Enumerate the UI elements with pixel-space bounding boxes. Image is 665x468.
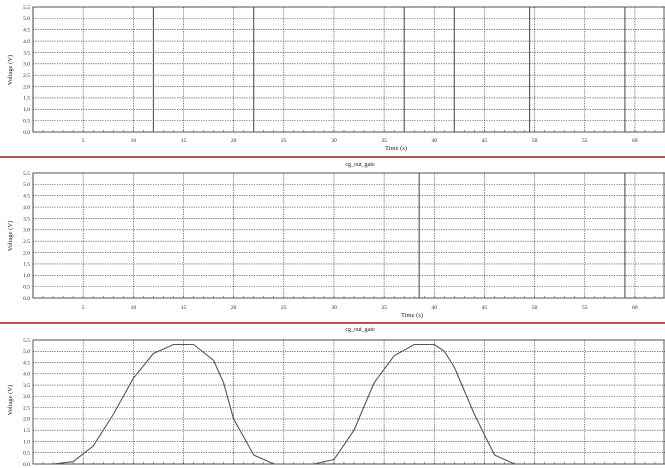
x-tick-label: 35 [381,138,387,144]
y-tick-label: 3.0 [23,228,30,234]
y-tick-label: 1.5 [23,428,30,434]
y-tick-label: 2.5 [23,239,30,245]
x-tick-label: 15 [181,138,187,144]
y-tick-label: 3.0 [23,394,30,400]
voltage-trace [32,172,665,299]
y-tick-label: 3.5 [23,216,30,222]
y-tick-label: 1.5 [23,262,30,268]
y-tick-label: 2.0 [23,84,30,90]
y-tick-label: 5.5 [23,338,30,344]
x-tick-label: 50 [532,138,538,144]
y-tick-label: 1.0 [23,273,30,279]
voltage-trace [32,6,665,133]
y-tick-label: 1.0 [23,439,30,445]
y-tick-label: 5.5 [23,5,30,11]
x-tick-label: 35 [381,305,387,311]
x-tick-label: 55 [582,305,588,311]
y-tick-label: 4.0 [23,39,30,45]
x-tick-label: 10 [131,138,137,144]
y-tick-label: 1.0 [23,107,30,113]
y-axis-label: Voltage (V) [7,385,14,415]
y-tick-label: 5.0 [23,349,30,355]
y-tick-label: 4.5 [23,360,30,366]
plot-frame [32,339,665,465]
x-axis-label: Time (s) [401,312,423,319]
voltage-plot-2: cg_out_gate Voltage (V) Time (s) 0.0 0.5 1… [7,162,665,319]
x-tick-label: 5 [82,305,85,311]
y-axis-label: Voltage (V) [7,221,14,251]
y-tick-label: 2.0 [23,417,30,423]
x-tick-label: 30 [331,305,337,311]
x-tick-label: 15 [181,305,187,311]
x-tick-label: 60 [632,138,638,144]
x-tick-label: 25 [281,138,287,144]
x-tick-label: 25 [281,305,287,311]
x-tick-label: 30 [331,138,337,144]
y-tick-label: 0.5 [23,118,30,124]
plot-frame [32,172,665,299]
x-tick-label: 60 [632,305,638,311]
y-tick-label: 1.5 [23,96,30,102]
y-tick-label: 3.0 [23,62,30,68]
voltage-plot-1: Voltage (V) Time (s) 0.0 0.5 1.0 1.5 2.0 2.5 3… [7,5,665,152]
y-axis-label: Voltage (V) [7,55,14,85]
y-tick-label: 3.5 [23,383,30,389]
x-tick-label: 20 [231,305,237,311]
x-tick-label: 5 [82,138,85,144]
y-tick-label: 4.0 [23,372,30,378]
x-tick-label: 55 [582,138,588,144]
x-tick-label: 40 [432,305,438,311]
plot-title: cg_out_gate [345,327,375,333]
y-tick-label: 0.0 [23,296,30,302]
x-tick-label: 45 [482,138,488,144]
voltage-trace [33,343,665,465]
y-tick-label: 5.0 [23,182,30,188]
y-tick-label: 4.0 [23,205,30,211]
x-tick-label: 45 [482,305,488,311]
y-tick-label: 0.0 [23,462,30,468]
x-tick-label: 50 [532,305,538,311]
y-tick-label: 2.0 [23,250,30,256]
plot-title: cg_out_gate [345,162,375,168]
x-tick-label: 20 [231,138,237,144]
x-axis-label: Time (s) [385,145,407,152]
y-tick-label: 4.5 [23,194,30,200]
plot-frame [32,6,665,133]
y-tick-label: 4.5 [23,28,30,34]
voltage-plot-3: cg_out_gate Voltage (V) 0.0 0.5 1.0 1.5 2.0 2… [7,327,665,468]
y-tick-label: 0.0 [23,130,30,136]
y-tick-label: 3.5 [23,50,30,56]
y-tick-label: 2.5 [23,405,30,411]
y-tick-label: 2.5 [23,73,30,79]
x-tick-label: 10 [131,305,137,311]
x-tick-label: 40 [432,138,438,144]
y-tick-label: 5.0 [23,16,30,22]
y-tick-label: 0.5 [23,451,30,457]
y-tick-label: 0.5 [23,284,30,290]
y-tick-label: 5.5 [23,171,30,177]
